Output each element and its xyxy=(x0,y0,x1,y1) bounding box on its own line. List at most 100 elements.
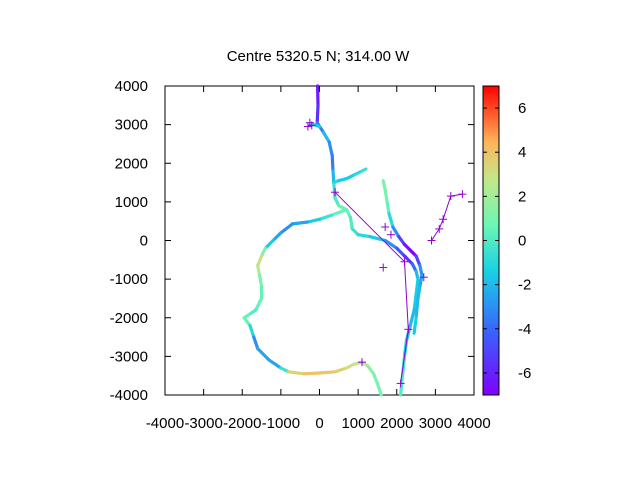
track-segment xyxy=(331,169,336,185)
y-tick-label: 4000 xyxy=(115,78,148,95)
track-layer xyxy=(242,84,424,397)
x-tick-label: -4000 xyxy=(146,415,184,432)
marker-point xyxy=(396,379,405,388)
colorbar-tick-label: 4 xyxy=(518,144,526,161)
marker-point xyxy=(419,273,428,282)
colorbar-tick-labels: 6 4 2 0 -2 -4 -6 xyxy=(518,100,531,382)
colorbar-tick-label: 6 xyxy=(518,100,526,117)
track-segment xyxy=(381,179,387,192)
track-segment xyxy=(321,130,331,144)
track-segment xyxy=(333,366,349,374)
y-tick-label: 3000 xyxy=(115,117,148,134)
track-segment xyxy=(258,273,264,289)
track-segment xyxy=(267,358,283,370)
x-tick-label: -1000 xyxy=(262,415,300,432)
marker-point xyxy=(427,236,436,245)
marker-point xyxy=(439,215,448,224)
track-segment xyxy=(263,238,275,250)
track-segment xyxy=(412,293,418,312)
track-segment xyxy=(395,246,407,258)
colorbar-tick-label: -4 xyxy=(518,321,531,338)
track-segment xyxy=(248,323,256,339)
x-tick-labels: -4000 -3000 -2000 -1000 0 1000 2000 3000 4000 xyxy=(146,415,491,432)
marker-line xyxy=(334,191,409,384)
track-segment xyxy=(414,254,422,268)
track-segment xyxy=(375,381,383,397)
marker-layer xyxy=(303,118,467,388)
track-segment xyxy=(256,347,271,362)
x-tick-label: 2000 xyxy=(380,415,413,432)
marker-point xyxy=(381,222,390,231)
track-segment xyxy=(302,371,322,376)
marker-point xyxy=(303,122,312,131)
y-tick-labels: 4000 3000 2000 1000 0 -1000 -2000 -3000 -4000 xyxy=(110,78,148,404)
colorbar-tick-label: 0 xyxy=(518,233,526,250)
track-segment xyxy=(306,217,322,224)
track-segment xyxy=(271,231,283,243)
track-segment xyxy=(252,335,260,351)
track-segment xyxy=(242,316,252,328)
x-tick-label: -2000 xyxy=(223,415,261,432)
track-segment xyxy=(327,140,334,158)
track-segment xyxy=(317,213,333,221)
marker-point xyxy=(435,224,444,233)
track-segment xyxy=(402,254,414,266)
y-tick-label: 2000 xyxy=(115,155,148,172)
x-tick-label: 3000 xyxy=(419,415,452,432)
marker-point xyxy=(379,263,388,272)
y-tick-label: -3000 xyxy=(110,348,148,365)
track-segment xyxy=(330,153,335,173)
track-segment xyxy=(372,372,379,385)
track-segment xyxy=(360,167,368,173)
marker-point xyxy=(305,118,314,127)
x-tick-label: 4000 xyxy=(457,415,490,432)
marker-point xyxy=(458,190,467,199)
track-segment xyxy=(256,254,264,268)
colorbar-tick-label: -6 xyxy=(518,365,531,382)
track-segment xyxy=(279,222,295,235)
x-tick-label: 0 xyxy=(315,415,323,432)
colorbar-tick-label: -2 xyxy=(518,277,531,294)
colorbar-ticks xyxy=(483,107,499,374)
track-segment xyxy=(391,225,401,239)
axis-ticks xyxy=(164,85,475,396)
colorbar-tick-label: 2 xyxy=(518,188,526,205)
track-segment xyxy=(414,296,420,320)
track-segment xyxy=(414,277,420,297)
marker-point xyxy=(386,230,395,239)
track-segment xyxy=(387,211,395,229)
chart-title: Centre 5320.5 N; 314.00 W xyxy=(227,48,410,65)
marker-point xyxy=(446,192,455,201)
y-tick-label: -2000 xyxy=(110,310,148,327)
y-tick-label: 0 xyxy=(140,233,148,250)
track-segment xyxy=(356,233,372,239)
x-tick-label: 1000 xyxy=(341,415,374,432)
track-segment xyxy=(383,238,399,250)
track-segment xyxy=(383,188,389,204)
track-segment xyxy=(329,208,349,217)
track-segment xyxy=(408,308,416,328)
marker-line xyxy=(431,193,463,241)
track-segment xyxy=(348,215,354,231)
track-segment xyxy=(385,200,391,216)
track-segment xyxy=(287,370,306,376)
track-segment xyxy=(418,264,424,277)
track-segment xyxy=(416,285,422,300)
y-tick-label: -4000 xyxy=(110,387,148,404)
marker-point xyxy=(330,188,339,197)
track-segment xyxy=(315,103,320,125)
x-tick-label: -3000 xyxy=(184,415,222,432)
marker-point xyxy=(400,257,409,266)
track-segment xyxy=(254,296,264,312)
track-segment xyxy=(256,264,262,277)
track-segment xyxy=(412,316,418,335)
y-tick-label: 1000 xyxy=(115,194,148,211)
y-tick-label: -1000 xyxy=(110,271,148,288)
track-segment xyxy=(290,220,310,226)
marker-point xyxy=(357,358,366,367)
track-segment xyxy=(317,370,337,375)
track-segment xyxy=(366,364,376,376)
track-segment xyxy=(399,374,405,397)
track-segment xyxy=(397,235,407,246)
